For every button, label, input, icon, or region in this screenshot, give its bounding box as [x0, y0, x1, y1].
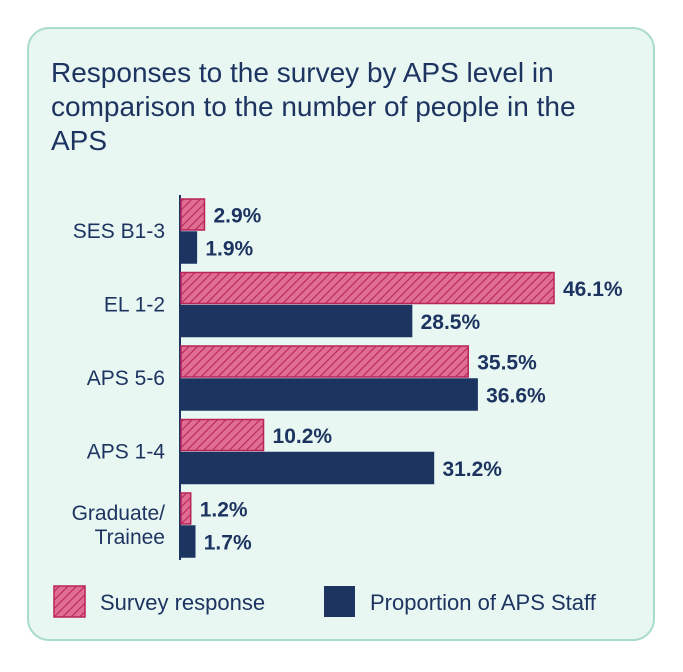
- bar-survey-response: [180, 492, 192, 525]
- data-label: 46.1%: [563, 278, 623, 301]
- bar-survey-response: [180, 198, 206, 231]
- data-label: 35.5%: [477, 352, 537, 375]
- bar-survey-response: [180, 345, 469, 378]
- data-label: 1.9%: [205, 238, 253, 261]
- bar-aps-staff: [180, 451, 435, 485]
- legend-label-survey: Survey response: [100, 590, 265, 615]
- category-label: APS 1-4: [87, 441, 166, 464]
- legend-swatch-survey: [53, 585, 86, 618]
- bar-aps-staff: [180, 231, 198, 264]
- chart-title: Responses to the survey by APS level in …: [51, 57, 576, 156]
- category-label: Trainee: [95, 526, 165, 549]
- data-label: 1.2%: [200, 499, 248, 522]
- legend-swatch-staff: [324, 586, 355, 617]
- data-label: 28.5%: [421, 311, 481, 334]
- data-label: 36.6%: [486, 385, 546, 408]
- data-label: 31.2%: [442, 458, 502, 481]
- bar-aps-staff: [180, 525, 196, 558]
- data-label: 2.9%: [213, 205, 261, 228]
- category-label: SES B1-3: [73, 220, 165, 243]
- bar-survey-response: [180, 271, 555, 305]
- category-label: Graduate/: [72, 502, 166, 525]
- category-label: APS 5-6: [87, 367, 165, 390]
- bar-aps-staff: [180, 378, 478, 411]
- data-label: 1.7%: [204, 532, 252, 555]
- category-label: EL 1-2: [104, 294, 165, 317]
- bar-survey-response: [180, 418, 265, 452]
- data-label: 10.2%: [273, 425, 333, 448]
- bar-aps-staff: [180, 304, 413, 338]
- legend-label-staff: Proportion of APS Staff: [370, 590, 597, 615]
